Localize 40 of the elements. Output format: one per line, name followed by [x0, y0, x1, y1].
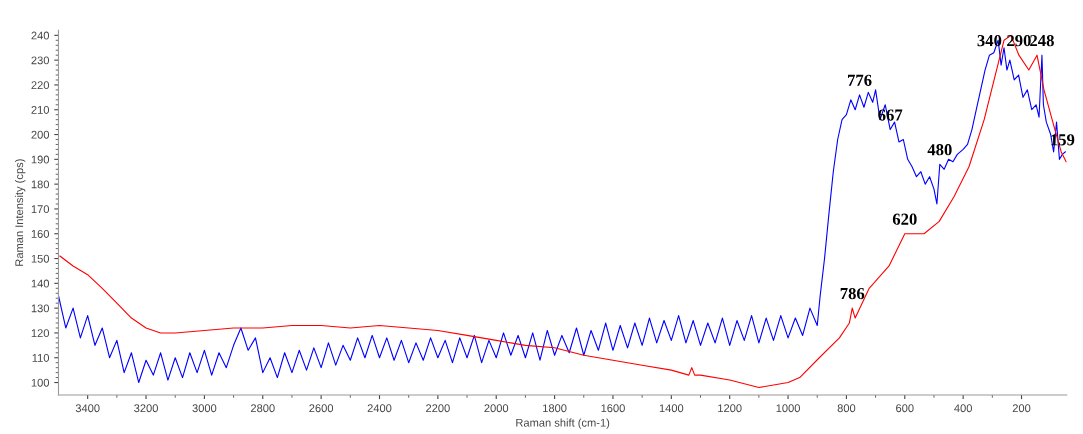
x-tick-label: 2800	[250, 404, 275, 413]
x-tick-label: 3200	[134, 404, 158, 413]
y-tick-label: 220	[31, 81, 50, 90]
y-tick-label: 180	[31, 180, 50, 189]
x-tick-label: 2600	[309, 404, 334, 413]
y-tick-label: 150	[31, 254, 50, 263]
y-tick-label: 120	[31, 329, 50, 338]
annotation: 776	[848, 74, 872, 86]
x-tick-label: 1200	[718, 404, 742, 413]
annotation: 480	[927, 144, 952, 156]
y-tick-label: 170	[31, 205, 50, 214]
y-axis-title: Raman Intensity (cps)	[15, 159, 26, 266]
x-tick-label: 1000	[776, 404, 800, 413]
annotation: 620	[892, 213, 917, 225]
x-tick-label: 1400	[659, 404, 684, 413]
y-tick-label: 200	[31, 130, 50, 139]
y-tick-label: 110	[32, 354, 50, 362]
y-tick-label: 230	[31, 56, 50, 65]
x-tick-label: 1600	[601, 404, 625, 413]
x-tick-label: 2400	[367, 404, 392, 413]
y-tick-label: 210	[31, 106, 50, 114]
y-tick-label: 140	[31, 279, 50, 288]
x-tick-label: 600	[896, 404, 914, 413]
y-tick-label: 190	[31, 155, 50, 164]
x-tick-label: 800	[837, 404, 856, 413]
y-tick-label: 240	[31, 31, 50, 40]
x-axis-title: Raman shift (cm-1)	[516, 418, 610, 429]
y-tick-label: 100	[31, 378, 50, 387]
x-tick-label: 200	[1012, 404, 1031, 413]
x-tick-label: 3000	[192, 404, 217, 413]
annotation: 340	[977, 34, 1002, 47]
annotation: 786	[840, 287, 865, 300]
x-tick-label: 2200	[426, 404, 450, 413]
x-tick-label: 1800	[543, 404, 567, 413]
x-tick-label: 3400	[75, 404, 100, 413]
x-tick-label: 2000	[484, 404, 509, 413]
y-tick-label: 130	[31, 304, 50, 313]
x-tick-label: 400	[954, 404, 972, 413]
y-tick-label: 160	[31, 230, 50, 238]
annotation: 248	[1030, 34, 1054, 47]
